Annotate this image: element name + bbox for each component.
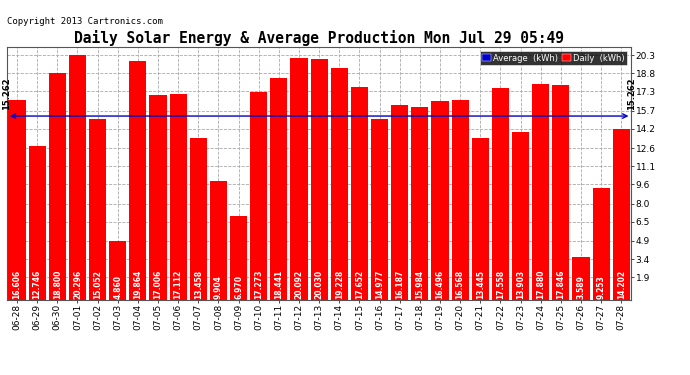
Text: 9.904: 9.904 <box>214 275 223 299</box>
Text: 13.458: 13.458 <box>194 270 203 299</box>
Text: 20.092: 20.092 <box>295 270 304 299</box>
Text: 15.984: 15.984 <box>415 270 424 299</box>
Text: 17.112: 17.112 <box>174 270 183 299</box>
Text: 16.606: 16.606 <box>12 270 21 299</box>
Bar <box>492 88 509 300</box>
Text: 19.228: 19.228 <box>335 270 344 299</box>
Bar <box>150 95 166 300</box>
Text: 6.970: 6.970 <box>234 275 243 299</box>
Bar <box>290 58 308 300</box>
Bar <box>613 129 630 300</box>
Text: 17.006: 17.006 <box>153 270 162 299</box>
Text: Copyright 2013 Cartronics.com: Copyright 2013 Cartronics.com <box>7 17 163 26</box>
Title: Daily Solar Energy & Average Production Mon Jul 29 05:49: Daily Solar Energy & Average Production … <box>74 30 564 46</box>
Text: 15.262: 15.262 <box>627 77 636 110</box>
Bar <box>250 92 267 300</box>
Bar <box>230 216 247 300</box>
Legend: Average  (kWh), Daily  (kWh): Average (kWh), Daily (kWh) <box>480 51 627 65</box>
Text: 14.202: 14.202 <box>617 270 626 299</box>
Text: 14.977: 14.977 <box>375 269 384 299</box>
Bar <box>371 120 388 300</box>
Text: 15.262: 15.262 <box>2 77 12 110</box>
Bar <box>573 257 589 300</box>
Bar <box>109 242 126 300</box>
Bar <box>8 100 26 300</box>
Bar <box>270 78 288 300</box>
Text: 18.800: 18.800 <box>52 269 62 299</box>
Text: 16.187: 16.187 <box>395 269 404 299</box>
Text: 17.880: 17.880 <box>536 269 545 299</box>
Text: 17.652: 17.652 <box>355 270 364 299</box>
Bar <box>210 181 227 300</box>
Bar <box>391 105 408 300</box>
Bar <box>593 189 610 300</box>
Bar <box>49 74 66 300</box>
Bar <box>431 101 448 300</box>
Bar <box>28 146 46 300</box>
Bar <box>190 138 207 300</box>
Bar <box>331 68 348 300</box>
Text: 18.441: 18.441 <box>275 270 284 299</box>
Bar <box>129 61 146 300</box>
Text: 15.052: 15.052 <box>93 270 102 299</box>
Bar <box>310 58 328 300</box>
Text: 13.445: 13.445 <box>476 270 485 299</box>
Bar <box>532 84 549 300</box>
Bar <box>472 138 489 300</box>
Text: 20.030: 20.030 <box>315 270 324 299</box>
Bar <box>552 85 569 300</box>
Text: 17.558: 17.558 <box>496 270 505 299</box>
Text: 16.568: 16.568 <box>455 270 464 299</box>
Text: 9.253: 9.253 <box>597 275 606 299</box>
Text: 17.846: 17.846 <box>556 269 565 299</box>
Bar <box>351 87 368 300</box>
Bar <box>170 94 187 300</box>
Text: 17.273: 17.273 <box>254 269 263 299</box>
Text: 3.589: 3.589 <box>576 275 586 299</box>
Text: 19.864: 19.864 <box>133 270 142 299</box>
Bar <box>512 132 529 300</box>
Bar <box>69 56 86 300</box>
Bar <box>451 100 469 300</box>
Text: 12.746: 12.746 <box>32 270 41 299</box>
Bar <box>89 118 106 300</box>
Text: 13.903: 13.903 <box>516 270 525 299</box>
Bar <box>411 107 428 300</box>
Text: 4.860: 4.860 <box>113 275 122 299</box>
Text: 16.496: 16.496 <box>435 270 444 299</box>
Text: 20.296: 20.296 <box>73 270 82 299</box>
